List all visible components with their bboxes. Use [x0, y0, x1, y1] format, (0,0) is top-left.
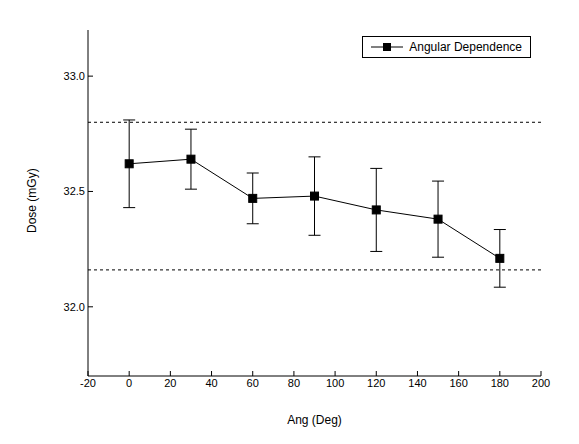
svg-text:Ang (Deg): Ang (Deg) [287, 413, 342, 427]
svg-text:60: 60 [247, 377, 259, 389]
svg-text:33.0: 33.0 [64, 70, 85, 82]
svg-text:120: 120 [367, 377, 385, 389]
svg-text:0: 0 [126, 377, 132, 389]
svg-text:200: 200 [532, 377, 550, 389]
svg-text:80: 80 [288, 377, 300, 389]
svg-text:100: 100 [326, 377, 344, 389]
svg-text:160: 160 [449, 377, 467, 389]
svg-text:140: 140 [408, 377, 426, 389]
svg-text:40: 40 [205, 377, 217, 389]
svg-text:32.0: 32.0 [64, 301, 85, 313]
svg-text:Dose (mGy): Dose (mGy) [25, 168, 39, 233]
html-text:Angular Dependence: Angular Dependence [409, 40, 522, 54]
svg-text:20: 20 [164, 377, 176, 389]
svg-text:32.5: 32.5 [64, 185, 85, 197]
svg-text:-20: -20 [80, 377, 96, 389]
svg-text:180: 180 [491, 377, 509, 389]
